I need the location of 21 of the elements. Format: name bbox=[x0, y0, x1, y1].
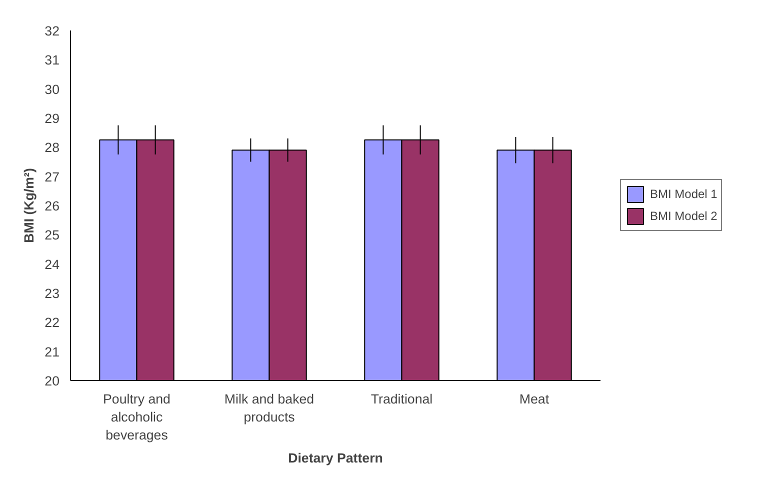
legend-label: BMI Model 1 bbox=[650, 187, 718, 201]
y-tick-label: 20 bbox=[44, 374, 60, 388]
legend-label: BMI Model 2 bbox=[650, 209, 718, 223]
y-tick-label: 26 bbox=[44, 198, 60, 214]
y-tick-label: 23 bbox=[44, 286, 60, 301]
x-tick-label: Milk and baked products bbox=[224, 392, 314, 424]
y-tick-label: 30 bbox=[44, 82, 60, 97]
y-tick-label: 29 bbox=[44, 111, 60, 126]
y-tick-label: 31 bbox=[44, 52, 60, 68]
x-tick-label: Meat bbox=[519, 392, 550, 406]
y-tick-label: 27 bbox=[44, 169, 60, 184]
x-axis-title: Dietary Pattern bbox=[288, 450, 383, 466]
y-tick-label: 22 bbox=[44, 315, 60, 330]
y-tick-label: 28 bbox=[44, 140, 60, 156]
x-tick-label: Poultry and alcoholic beverages bbox=[103, 392, 170, 442]
y-tick-label: 24 bbox=[44, 256, 60, 272]
y-axis-title: BMI (Kg/m²) bbox=[22, 168, 37, 243]
x-tick-label: Traditional bbox=[370, 392, 433, 406]
y-tick-label: 25 bbox=[44, 228, 60, 243]
y-tick-label: 21 bbox=[44, 344, 60, 360]
y-tick-label: 32 bbox=[44, 24, 60, 38]
